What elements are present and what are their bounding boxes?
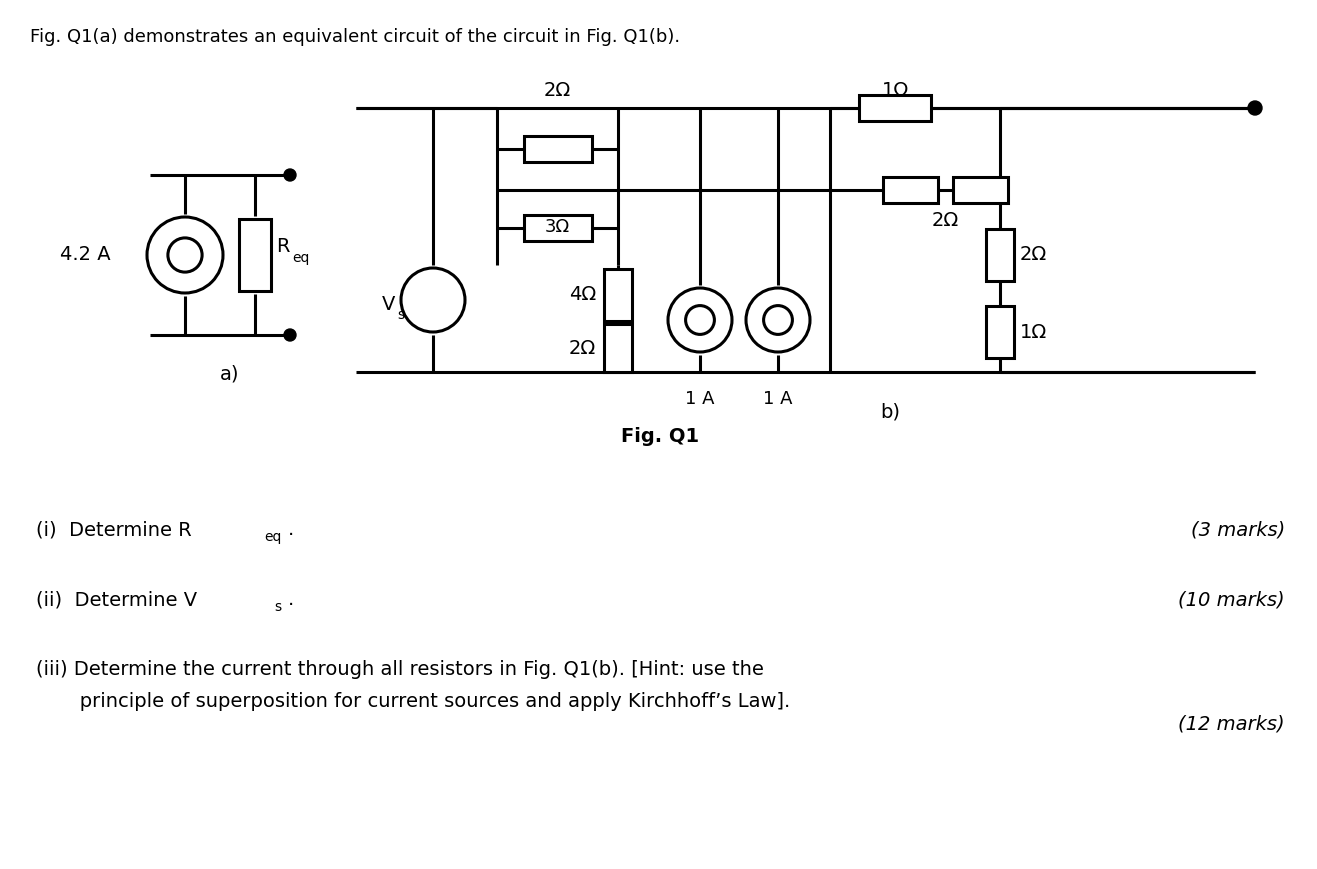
Text: eq: eq	[292, 251, 309, 265]
Bar	[238, 219, 271, 291]
Circle shape	[668, 288, 732, 352]
Text: 1 A: 1 A	[764, 390, 793, 408]
Text: 1Ω: 1Ω	[881, 81, 909, 100]
Text: 4.2 A: 4.2 A	[61, 246, 111, 264]
Circle shape	[764, 306, 793, 335]
Text: a): a)	[220, 365, 240, 384]
Text: s: s	[396, 308, 404, 322]
Circle shape	[686, 306, 714, 335]
Text: (3 marks): (3 marks)	[1191, 520, 1285, 539]
Circle shape	[400, 268, 465, 332]
Bar	[859, 95, 931, 121]
Text: 3Ω: 3Ω	[545, 218, 570, 236]
Text: (10 marks): (10 marks)	[1179, 590, 1285, 609]
Bar	[523, 136, 591, 162]
Text: V: V	[382, 295, 395, 315]
Circle shape	[1249, 101, 1262, 115]
Text: .: .	[288, 520, 294, 539]
Bar	[986, 229, 1014, 281]
Text: 1Ω: 1Ω	[1019, 322, 1047, 342]
Text: (iii) Determine the current through all resistors in Fig. Q1(b). [Hint: use the: (iii) Determine the current through all …	[36, 660, 764, 679]
Bar	[523, 215, 591, 241]
Circle shape	[284, 169, 296, 181]
Text: principle of superposition for current sources and apply Kirchhoff’s Law].: principle of superposition for current s…	[36, 692, 790, 711]
Text: 2Ω: 2Ω	[931, 211, 959, 230]
Bar	[952, 177, 1008, 203]
Text: (12 marks): (12 marks)	[1179, 715, 1285, 734]
Circle shape	[745, 288, 810, 352]
Circle shape	[148, 217, 223, 293]
Bar	[986, 306, 1014, 358]
Text: (ii)  Determine V: (ii) Determine V	[36, 590, 198, 609]
Text: .: .	[288, 590, 294, 609]
Text: s: s	[274, 600, 281, 614]
Text: 4Ω: 4Ω	[569, 286, 597, 304]
Bar	[882, 177, 938, 203]
Circle shape	[284, 329, 296, 341]
Text: 1 A: 1 A	[685, 390, 715, 408]
Text: 2Ω: 2Ω	[1019, 246, 1047, 264]
Text: Fig. Q1(a) demonstrates an equivalent circuit of the circuit in Fig. Q1(b).: Fig. Q1(a) demonstrates an equivalent ci…	[30, 28, 680, 46]
Circle shape	[167, 238, 202, 272]
Text: b): b)	[880, 402, 900, 421]
Text: 2Ω: 2Ω	[544, 81, 572, 100]
Text: eq: eq	[263, 530, 282, 544]
Text: R: R	[277, 237, 290, 256]
Text: 2Ω: 2Ω	[569, 339, 597, 357]
Text: Fig. Q1: Fig. Q1	[620, 427, 699, 446]
Bar	[605, 269, 632, 321]
Text: (i)  Determine R: (i) Determine R	[36, 520, 192, 539]
Bar	[605, 324, 632, 372]
